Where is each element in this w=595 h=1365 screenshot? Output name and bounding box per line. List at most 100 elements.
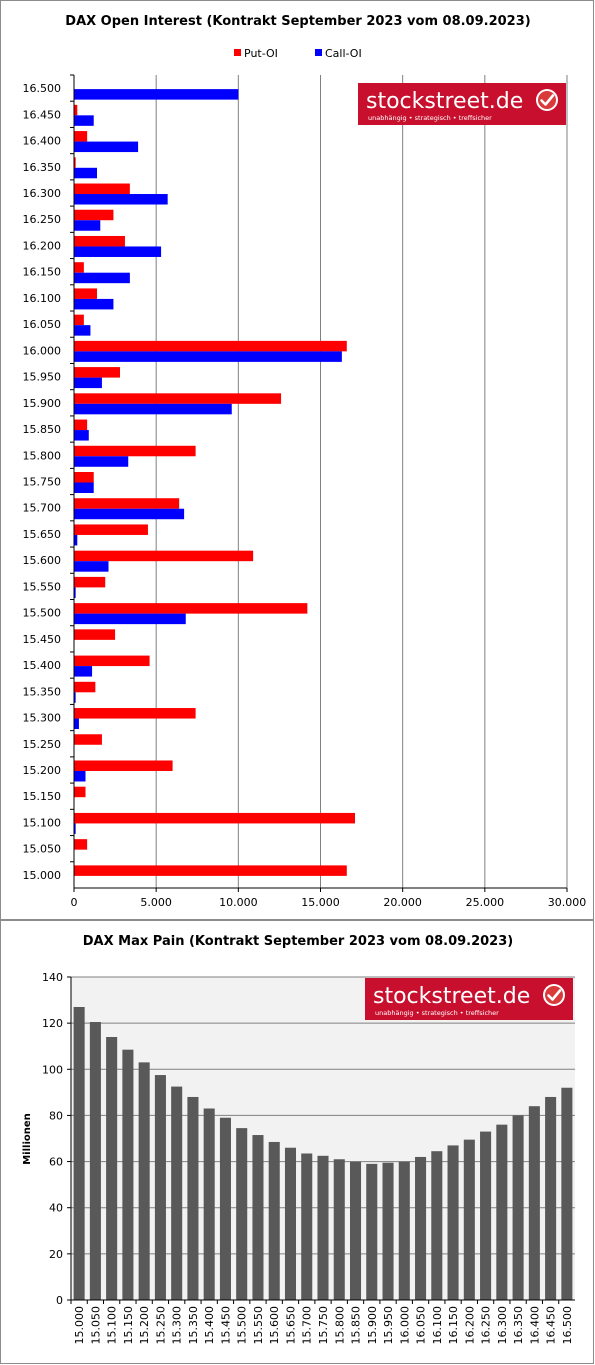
- mp-y-tick-labels: 0 20 40 60 80 100 120 140: [42, 971, 63, 1307]
- max-pain-bar: [528, 1106, 540, 1300]
- put-oi-bar: [74, 734, 102, 745]
- oi-y-tick-label: 15.800: [23, 449, 62, 462]
- oi-y-tick-label: 15.100: [23, 816, 62, 829]
- mp-y-tick-label: 60: [49, 1156, 63, 1169]
- max-pain-bar: [252, 1135, 264, 1300]
- mp-x-tick-label: 16.050: [415, 1306, 428, 1345]
- max-pain-bar: [382, 1162, 394, 1300]
- call-oi-bar: [74, 561, 109, 572]
- call-oi-bar: [74, 325, 91, 336]
- oi-x-tick-label: 10.000: [219, 896, 258, 909]
- put-oi-bar: [74, 498, 180, 509]
- oi-y-tick-label: 15.150: [23, 790, 62, 803]
- oi-y-tick-label: 16.050: [23, 318, 62, 331]
- call-oi-bar: [74, 666, 93, 677]
- mp-x-tick-label: 16.500: [561, 1306, 574, 1345]
- mp-y-tick-label: 20: [49, 1248, 63, 1261]
- mp-y-axis-label: Millionen: [22, 1113, 33, 1165]
- oi-legend: Put-OI Call-OI: [234, 47, 362, 60]
- call-oi-bar: [74, 482, 94, 493]
- mp-x-tick-label: 15.950: [382, 1306, 395, 1345]
- call-oi-bar: [74, 194, 168, 205]
- mp-x-tick-label: 15.900: [366, 1306, 379, 1345]
- put-oi-bar: [74, 157, 76, 168]
- mp-x-tick-label: 16.250: [480, 1306, 493, 1345]
- mp-brand-logo: stockstreet.de unabhängig • strategisch …: [365, 978, 573, 1020]
- call-oi-bar: [74, 430, 89, 441]
- logo-text: stockstreet.de: [366, 89, 523, 114]
- put-oi-bar: [74, 209, 114, 221]
- mp-bars: [73, 1006, 573, 1300]
- oi-y-tick-label: 15.050: [23, 843, 62, 856]
- put-oi-bar: [74, 262, 84, 273]
- call-oi-bar: [74, 115, 94, 126]
- max-pain-bar: [463, 1139, 475, 1300]
- mp-x-tick-label: 15.050: [89, 1306, 102, 1345]
- max-pain-bar: [317, 1155, 329, 1300]
- max-pain-panel: DAX Max Pain (Kontrakt September 2023 vo…: [0, 920, 594, 1364]
- call-oi-bar: [74, 718, 79, 730]
- oi-x-tick-label: 0: [71, 896, 78, 909]
- mp-axes: [70, 977, 575, 1301]
- mp-x-tick-label: 15.100: [106, 1306, 119, 1345]
- oi-y-tick-label: 16.350: [23, 161, 62, 174]
- call-oi-bar: [74, 508, 185, 520]
- mp-chart-title: DAX Max Pain (Kontrakt September 2023 vo…: [83, 934, 513, 949]
- oi-y-tick-labels: 15.000 15.050 15.100 15.150 15.200 15.250 15.3…: [23, 82, 62, 882]
- oi-y-tick-label: 15.300: [23, 712, 62, 725]
- mp-x-tick-label: 16.450: [545, 1306, 558, 1345]
- put-oi-bar: [74, 183, 130, 195]
- mp-x-tick-label: 15.750: [317, 1306, 330, 1345]
- put-oi-bar: [74, 629, 116, 640]
- mp-x-tick-label: 15.850: [350, 1306, 363, 1345]
- max-pain-bar: [154, 1075, 166, 1300]
- mp-x-tick-labels: 15.000 15.050 15.100 15.150 15.200 15.250 15.3…: [73, 1306, 574, 1345]
- oi-y-tick-label: 15.950: [23, 371, 62, 384]
- oi-y-tick-label: 16.150: [23, 266, 62, 279]
- put-oi-bar: [74, 104, 78, 116]
- logo-text: stockstreet.de: [373, 984, 530, 1009]
- mp-x-tick-label: 16.200: [463, 1306, 476, 1345]
- oi-x-tick-labels: 0 5.000 10.000 15.000 20.000 25.000 30.000: [71, 896, 587, 909]
- open-interest-chart: DAX Open Interest (Kontrakt September 20…: [23, 14, 587, 909]
- call-oi-bar: [74, 167, 98, 179]
- max-pain-bar: [512, 1115, 524, 1300]
- put-oi-bar: [74, 576, 106, 588]
- oi-axes: [73, 75, 567, 889]
- oi-y-tick-label: 16.200: [23, 239, 62, 252]
- max-pain-bar: [431, 1151, 443, 1300]
- mp-y-tick-label: 80: [49, 1109, 63, 1122]
- max-pain-bar: [415, 1156, 427, 1300]
- max-pain-bar: [73, 1006, 85, 1300]
- put-oi-bar: [74, 445, 196, 457]
- call-oi-bar: [74, 534, 78, 546]
- mp-x-tick-label: 15.500: [236, 1306, 249, 1345]
- mp-x-tick-label: 15.150: [122, 1306, 135, 1345]
- put-oi-bar: [74, 419, 88, 431]
- call-oi-bar: [74, 770, 86, 782]
- put-oi-bar: [74, 865, 347, 876]
- put-oi-bar: [74, 786, 86, 798]
- put-oi-bar: [74, 131, 88, 142]
- mp-y-tick-label: 100: [42, 1063, 63, 1076]
- call-oi-bar: [74, 220, 101, 231]
- put-oi-bar: [74, 839, 88, 850]
- mp-x-tick-label: 15.550: [252, 1306, 265, 1345]
- mp-y-tick-label: 40: [49, 1202, 63, 1215]
- call-oi-bar: [74, 298, 114, 310]
- call-oi-bar: [74, 351, 342, 362]
- oi-y-tick-label: 16.500: [23, 82, 62, 95]
- put-oi-bar: [74, 708, 196, 719]
- oi-y-tick-label: 16.250: [23, 213, 62, 226]
- logo-tagline: unabhängig • strategisch • treffsicher: [375, 1009, 499, 1017]
- open-interest-panel: DAX Open Interest (Kontrakt September 20…: [0, 0, 594, 920]
- max-pain-bar: [122, 1049, 134, 1300]
- oi-y-tick-label: 16.450: [23, 108, 62, 121]
- max-pain-bar: [236, 1128, 248, 1300]
- put-oi-bar: [74, 812, 356, 824]
- mp-x-tick-label: 16.000: [398, 1306, 411, 1345]
- mp-y-tick-label: 0: [56, 1294, 63, 1307]
- oi-y-tick-label: 15.350: [23, 685, 62, 698]
- call-oi-bar: [74, 377, 102, 389]
- max-pain-chart: DAX Max Pain (Kontrakt September 2023 vo…: [22, 934, 575, 1345]
